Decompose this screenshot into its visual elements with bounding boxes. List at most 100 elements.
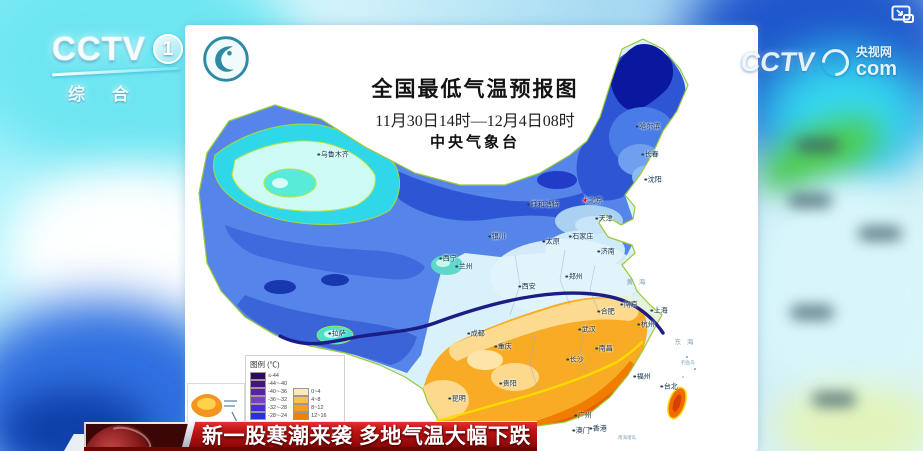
watermark-swirl-icon	[816, 43, 855, 82]
legend-row: -32~-28	[250, 404, 287, 412]
channel-sub-label: 综 合	[68, 85, 140, 104]
map-sea-label: 黄 海	[626, 279, 648, 286]
channel-number-badge: 1	[152, 34, 183, 64]
legend-range-label: -32~-28	[268, 405, 288, 411]
warm-boundary-line	[435, 340, 644, 423]
map-city-label: 上海	[650, 308, 668, 315]
pip-expand-icon[interactable]	[891, 5, 915, 29]
map-city-label: 呼和浩特	[527, 202, 559, 209]
legend-range-label: 12~16	[311, 413, 327, 419]
map-city-label: 台北	[660, 384, 678, 391]
legend-row: -40~-36	[250, 388, 287, 396]
temperature-legend: 图例 (℃) ≤-44 -44~-40 -40~-36 -36~-32 -32~-28 -…	[245, 355, 345, 424]
legend-column-warm: 0~4 4~8 8~12 12~16	[293, 388, 327, 420]
legend-row: 8~12	[293, 404, 326, 412]
map-city-label: ★北京	[581, 197, 603, 205]
legend-swatch	[250, 412, 266, 420]
backdrop-label-blur	[812, 392, 856, 407]
legend-swatch	[250, 372, 266, 380]
map-city-label: 重庆	[494, 344, 512, 351]
map-city-label: 成都	[467, 331, 485, 338]
headline-text: 新一股寒潮来袭 多地气温大幅下跌	[202, 424, 531, 448]
legend-range-label: 0~4	[311, 389, 321, 395]
map-city-label: 福州	[633, 374, 651, 381]
map-city-label: 澳门	[572, 428, 590, 435]
map-city-label: 哈尔滨	[635, 124, 660, 131]
legend-swatch	[250, 380, 266, 388]
legend-swatch	[250, 396, 266, 404]
map-sea-label: 钓鱼岛	[681, 360, 695, 365]
channel-logo-underline	[52, 66, 180, 77]
map-city-label: 银川	[488, 234, 506, 241]
map-city-label: 长沙	[566, 357, 584, 364]
map-title: 全国最低气温预报图	[371, 77, 579, 101]
map-city-label: 香港	[589, 426, 607, 433]
map-city-label: 昆明	[448, 396, 466, 403]
legend-row: 4~8	[293, 396, 326, 404]
map-city-label: 杭州	[637, 322, 655, 329]
legend-swatch	[293, 412, 310, 420]
map-city-label: 长春	[641, 152, 659, 159]
legend-swatch	[250, 388, 266, 396]
legend-range-label: -44~-40	[268, 381, 288, 387]
map-city-label: 南京	[620, 302, 638, 309]
legend-title: 图例 (℃)	[250, 360, 280, 369]
map-city-label: 南昌	[595, 346, 613, 353]
map-sea-label: 南海诸岛	[618, 435, 636, 440]
legend-range-label: ≤-44	[268, 373, 279, 379]
legend-swatch	[250, 404, 266, 412]
map-city-label: 济南	[597, 249, 615, 256]
map-city-label: 兰州	[455, 264, 473, 271]
china-outline	[198, 38, 689, 438]
backdrop-label-blur	[790, 305, 834, 320]
map-city-label: 西安	[518, 284, 536, 291]
backdrop-label-blur	[788, 193, 832, 208]
legend-row: -28~-24	[250, 412, 287, 420]
backdrop-blob	[755, 180, 923, 410]
watermark-brand: CCTV	[739, 47, 818, 77]
legend-row: 0~4	[293, 388, 326, 396]
legend-column-cold: ≤-44 -44~-40 -40~-36 -36~-32 -32~-28 -28~-24	[250, 372, 287, 420]
zero-degree-line	[278, 291, 665, 346]
legend-row: -44~-40	[250, 380, 287, 388]
weather-map-panel: 全国最低气温预报图 11月30日14时—12月4日08时 中央气象台 乌鲁木齐 哈…	[185, 25, 758, 451]
legend-range-label: 8~12	[311, 405, 324, 411]
site-watermark: CCTV 央视网 com	[739, 43, 897, 82]
legend-range-label: 4~8	[311, 397, 321, 403]
legend-row: -36~-32	[250, 396, 287, 404]
map-city-label: 乌鲁木齐	[317, 152, 349, 159]
map-sea-label: 东 海	[674, 339, 696, 346]
map-city-label: 西宁	[439, 256, 457, 263]
headline-ticker: 新一股寒潮来袭 多地气温大幅下跌	[190, 421, 537, 448]
watermark-site-name: 央视网	[855, 45, 892, 59]
channel-logo-text: CCTV	[52, 30, 146, 67]
map-city-label: 郑州	[565, 274, 583, 281]
map-city-label: 广州	[574, 413, 592, 420]
map-city-label: 武汉	[578, 327, 596, 334]
legend-range-label: -40~-36	[268, 389, 288, 395]
map-city-label: 天津	[595, 216, 613, 223]
legend-row: ≤-44	[250, 372, 287, 380]
watermark-domain: com	[855, 58, 897, 80]
legend-range-label: -28~-24	[268, 413, 288, 419]
map-city-label: 合肥	[597, 309, 615, 316]
map-city-label: 拉萨	[328, 331, 346, 338]
ticker-underbar	[84, 447, 537, 451]
map-city-label: 太原	[542, 239, 560, 246]
legend-row: 12~16	[293, 412, 327, 420]
legend-range-label: -36~-32	[268, 397, 288, 403]
map-city-label: 石家庄	[568, 234, 593, 241]
map-city-label: 贵阳	[499, 381, 517, 388]
map-city-label: 沈阳	[644, 177, 662, 184]
legend-swatch	[293, 404, 310, 412]
legend-swatch	[293, 396, 310, 404]
legend-swatch	[293, 388, 310, 396]
backdrop-label-blur	[796, 138, 840, 153]
map-date-range: 11月30日14时—12月4日08时	[375, 113, 575, 130]
map-agency: 中央气象台	[429, 134, 520, 151]
backdrop-label-blur	[858, 226, 902, 241]
channel-logo: CCTV 1 综 合	[52, 30, 183, 105]
cma-swirl-logo	[203, 36, 249, 82]
news-globe-badge	[84, 422, 194, 451]
